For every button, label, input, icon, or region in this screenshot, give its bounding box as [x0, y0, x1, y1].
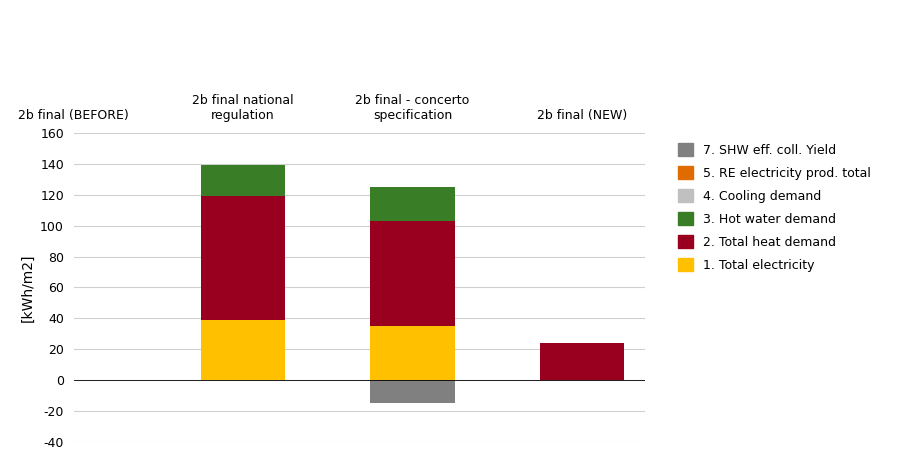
Bar	[370, 187, 455, 221]
Text: 2b final (BEFORE): 2b final (BEFORE)	[18, 109, 129, 122]
Bar	[201, 165, 286, 196]
Bar	[370, 326, 455, 380]
Text: 2b final - concerto
specification: 2b final - concerto specification	[355, 94, 469, 122]
Bar	[201, 320, 286, 380]
Bar	[201, 196, 286, 320]
Bar	[370, 380, 455, 403]
Bar	[539, 343, 624, 380]
Y-axis label: [kWh/m2]: [kWh/m2]	[20, 253, 35, 322]
Text: 2b final national
regulation: 2b final national regulation	[193, 94, 294, 122]
Legend: 7. SHW eff. coll. Yield, 5. RE electricity prod. total, 4. Cooling demand, 3. Ho: 7. SHW eff. coll. Yield, 5. RE electrici…	[675, 139, 875, 276]
Text: 2b final (NEW): 2b final (NEW)	[537, 109, 627, 122]
Bar	[370, 221, 455, 326]
